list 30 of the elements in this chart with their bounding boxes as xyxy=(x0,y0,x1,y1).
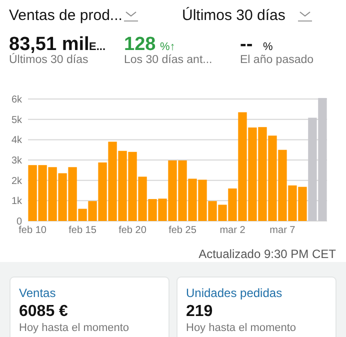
text: Actualizado 9:30 PM CET xyxy=(198,247,337,261)
y-tick-label: 2k xyxy=(11,176,23,187)
text: % xyxy=(263,41,273,53)
y-tick-label: 1k xyxy=(11,196,23,208)
y-tick-label: 3k xyxy=(11,156,23,167)
y-tick-label: 5k xyxy=(11,114,23,126)
text: Últimos 30 días xyxy=(182,6,286,24)
x-tick-label: mar 2 xyxy=(220,225,246,236)
text: 219 xyxy=(186,303,213,320)
text: 128 xyxy=(124,34,156,55)
x-tick-label: feb 10 xyxy=(18,225,47,236)
text: -- xyxy=(240,34,253,55)
x-tick-label: feb 25 xyxy=(168,225,197,236)
y-tick-label: 6k xyxy=(11,94,23,106)
text: Ventas xyxy=(19,286,56,300)
text: El año pasado xyxy=(240,54,314,66)
text: E... xyxy=(89,41,106,53)
x-tick-label: mar 7 xyxy=(270,225,296,236)
y-tick-label: 4k xyxy=(11,135,23,146)
text: %↑ xyxy=(160,41,176,53)
x-tick-label: feb 20 xyxy=(118,225,147,236)
text: Hoy hasta el momento xyxy=(186,322,296,334)
text: 6085 € xyxy=(19,303,68,320)
text: Últimos 30 días xyxy=(9,53,89,66)
x-tick-label: feb 15 xyxy=(68,225,97,236)
text: Unidades pedidas xyxy=(186,286,282,300)
text: Hoy hasta el momento xyxy=(19,322,130,334)
text: Los 30 días ant... xyxy=(124,54,212,66)
y-tick-label: 0 xyxy=(16,216,22,228)
text: Ventas de prod... xyxy=(9,7,122,24)
